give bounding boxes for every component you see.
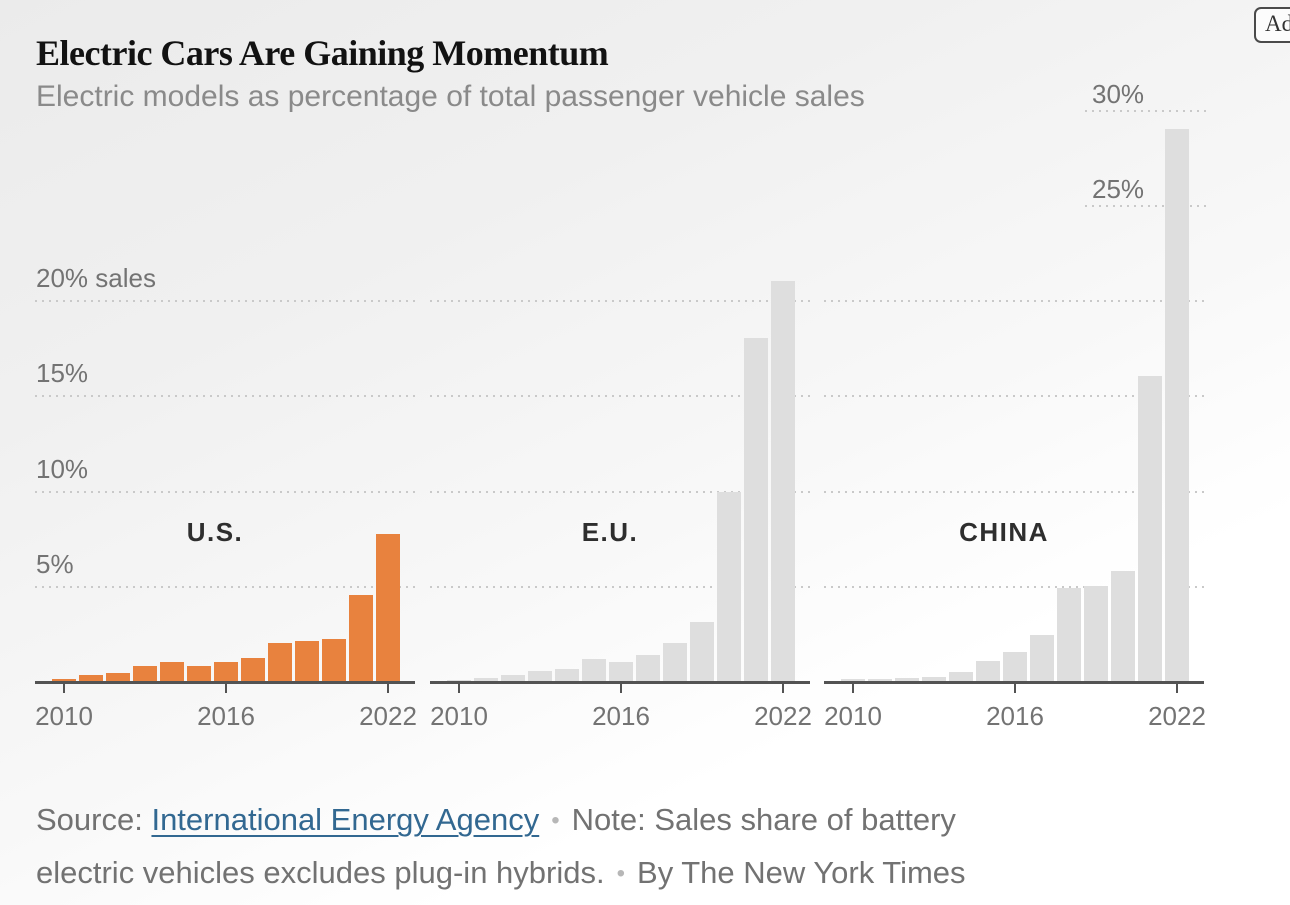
gridline-china-5pct bbox=[824, 586, 1208, 588]
axis-tick-us-2016 bbox=[225, 684, 227, 693]
bar-eu-2012 bbox=[501, 675, 525, 681]
x-label-eu-2010: 2010 bbox=[430, 701, 488, 731]
gridline-eu-15pct bbox=[430, 395, 814, 397]
axis-tick-eu-2022 bbox=[782, 684, 784, 693]
bar-us-2013 bbox=[133, 666, 157, 681]
bar-china-2015 bbox=[976, 661, 1000, 681]
bar-eu-2013 bbox=[528, 671, 552, 681]
bar-us-2010 bbox=[52, 679, 76, 681]
bar-us-2017 bbox=[241, 658, 265, 681]
gridline-eu-20pct bbox=[430, 300, 814, 302]
bar-china-2022 bbox=[1165, 129, 1189, 681]
gridline-us-5pct bbox=[35, 586, 419, 588]
y-axis-label-25pct: 25% bbox=[1092, 173, 1145, 204]
gridline-china-25pct bbox=[1085, 205, 1208, 207]
bar-us-2022 bbox=[376, 534, 400, 681]
axis-tick-eu-2016 bbox=[620, 684, 622, 693]
bar-eu-2016 bbox=[609, 662, 633, 681]
gridline-us-15pct bbox=[35, 395, 419, 397]
bullet-separator-icon: • bbox=[551, 807, 560, 834]
gridline-china-30pct bbox=[1085, 110, 1208, 112]
source-link[interactable]: International Energy Agency bbox=[151, 802, 540, 837]
gridline-us-10pct bbox=[35, 491, 419, 493]
caption-line-2: electric vehicles excludes plug-in hybri… bbox=[36, 847, 1266, 900]
bar-eu-2019 bbox=[690, 622, 714, 681]
bar-china-2010 bbox=[841, 679, 865, 681]
y-axis-label-30pct: 30% bbox=[1092, 78, 1145, 109]
axis-tick-us-2010 bbox=[63, 684, 65, 693]
axis-tick-china-2022 bbox=[1176, 684, 1178, 693]
bar-china-2020 bbox=[1111, 571, 1135, 681]
bar-china-2014 bbox=[949, 672, 973, 681]
note-text-part2: electric vehicles excludes plug-in hybri… bbox=[36, 855, 605, 890]
bar-china-2017 bbox=[1030, 635, 1054, 681]
chart-caption: Source: International Energy Agency • Note… bbox=[36, 794, 1266, 900]
gridline-eu-10pct bbox=[430, 491, 814, 493]
axis-tick-china-2010 bbox=[852, 684, 854, 693]
x-label-china-2022: 2022 bbox=[1148, 701, 1206, 731]
bar-eu-2020 bbox=[717, 492, 741, 681]
source-label: Source: bbox=[36, 802, 152, 837]
bar-china-2018 bbox=[1057, 588, 1081, 681]
axis-tick-eu-2010 bbox=[458, 684, 460, 693]
bar-china-2011 bbox=[868, 679, 892, 681]
x-axis-eu bbox=[430, 681, 810, 684]
bar-eu-2015 bbox=[582, 659, 606, 681]
bar-us-2019 bbox=[295, 641, 319, 681]
byline: By The New York Times bbox=[637, 855, 966, 890]
y-axis-label-10pct: 10% bbox=[36, 453, 89, 484]
bar-eu-2017 bbox=[636, 655, 660, 681]
panel-title-us: U.S. bbox=[186, 517, 244, 547]
gridline-us-20pct bbox=[35, 300, 419, 302]
bullet-separator-icon: • bbox=[616, 860, 626, 887]
note-text-part1: Note: Sales share of battery bbox=[571, 802, 956, 837]
x-label-us-2010: 2010 bbox=[35, 701, 93, 731]
gridline-china-10pct bbox=[824, 491, 1208, 493]
bar-eu-2010 bbox=[447, 680, 471, 681]
y-axis-label-15pct: 15% bbox=[36, 358, 89, 389]
caption-line-1: Source: International Energy Agency • Note… bbox=[36, 794, 1266, 847]
axis-tick-china-2016 bbox=[1014, 684, 1016, 693]
y-axis-label-20pct: 20% sales bbox=[36, 263, 156, 293]
bar-eu-2014 bbox=[555, 669, 579, 681]
axis-tick-us-2022 bbox=[387, 684, 389, 693]
bar-eu-2022 bbox=[771, 281, 795, 681]
bar-eu-2011 bbox=[474, 678, 498, 681]
bar-china-2019 bbox=[1084, 586, 1108, 681]
gridline-eu-5pct bbox=[430, 586, 814, 588]
bar-china-2016 bbox=[1003, 652, 1027, 681]
chart-subtitle: Electric models as percentage of total p… bbox=[36, 80, 865, 113]
bar-us-2015 bbox=[187, 666, 211, 681]
x-axis-us bbox=[35, 681, 415, 684]
bar-us-2021 bbox=[349, 595, 373, 681]
x-label-eu-2016: 2016 bbox=[592, 701, 650, 731]
panel-title-china: CHINA bbox=[959, 517, 1049, 547]
bar-us-2016 bbox=[214, 662, 238, 681]
bar-china-2012 bbox=[895, 678, 919, 681]
x-label-us-2022: 2022 bbox=[359, 701, 417, 731]
x-label-china-2010: 2010 bbox=[824, 701, 882, 731]
bar-us-2018 bbox=[268, 643, 292, 681]
x-label-us-2016: 2016 bbox=[197, 701, 255, 731]
gridline-china-20pct bbox=[824, 300, 1208, 302]
x-label-china-2016: 2016 bbox=[986, 701, 1044, 731]
ad-badge[interactable]: Ad bbox=[1254, 7, 1290, 43]
gridline-china-15pct bbox=[824, 395, 1208, 397]
bar-china-2013 bbox=[922, 677, 946, 681]
x-label-eu-2022: 2022 bbox=[754, 701, 812, 731]
x-axis-china bbox=[824, 681, 1204, 684]
bar-us-2014 bbox=[160, 662, 184, 681]
bar-us-2012 bbox=[106, 673, 130, 681]
bar-us-2020 bbox=[322, 639, 346, 681]
bar-us-2011 bbox=[79, 675, 103, 681]
y-axis-label-5pct: 5% bbox=[36, 548, 74, 579]
chart-title: Electric Cars Are Gaining Momentum bbox=[36, 33, 609, 74]
bar-china-2021 bbox=[1138, 376, 1162, 681]
bar-eu-2018 bbox=[663, 643, 687, 681]
bar-eu-2021 bbox=[744, 338, 768, 681]
panel-title-eu: E.U. bbox=[581, 517, 639, 547]
